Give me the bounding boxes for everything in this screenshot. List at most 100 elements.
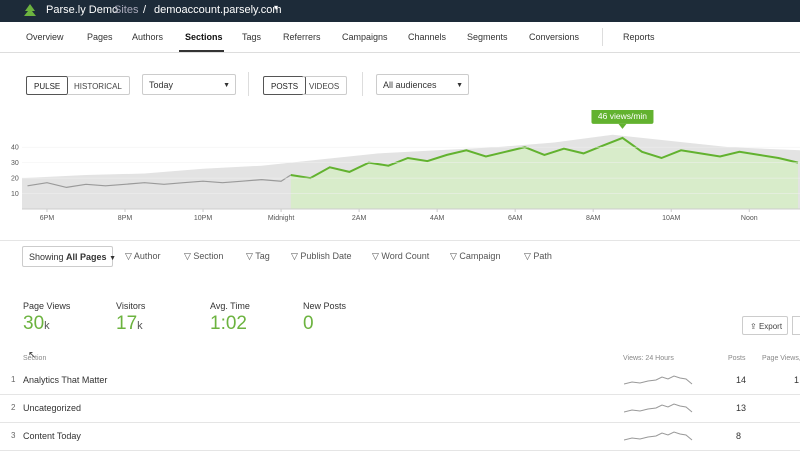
x-tick-label: 6AM xyxy=(508,215,523,222)
posts: 14 xyxy=(736,375,747,385)
row-border xyxy=(0,450,800,451)
top-bar: Parse.ly Demo Sites / demoaccount.parsel… xyxy=(0,0,800,22)
posts-btn[interactable]: POSTS xyxy=(263,76,307,95)
stat-label: Visitors xyxy=(116,301,146,311)
stat-number: 1:02 xyxy=(210,313,247,334)
nav-tab[interactable]: Channels xyxy=(408,32,447,42)
nav-tab[interactable]: Reports xyxy=(623,32,655,42)
annotation: 46 views/min xyxy=(598,111,647,121)
nav: Overview Pages Authors Sections Tags Referrer… xyxy=(0,22,800,53)
stat-value: 17k xyxy=(116,313,143,335)
y-tick-label: 20 xyxy=(11,176,19,183)
audience-select[interactable]: All audiences ▼ xyxy=(376,74,469,95)
audience: All audiences xyxy=(383,80,437,90)
period: Today xyxy=(149,80,174,90)
nav-tab[interactable]: Authors xyxy=(132,32,164,42)
posts: 8 xyxy=(736,431,742,441)
column-header: Section xyxy=(23,355,47,362)
cursor: ↖ xyxy=(28,350,37,361)
logo xyxy=(24,4,36,16)
showing-select[interactable]: Showing All Pages ▼ xyxy=(22,246,116,267)
nav-tab[interactable]: Conversions xyxy=(529,32,580,42)
x-tick-label: 4AM xyxy=(430,215,445,222)
stat-value: 0 xyxy=(303,313,314,335)
historical-btn[interactable]: HISTORICAL xyxy=(67,76,130,95)
sparkline xyxy=(624,375,693,385)
section-name[interactable]: Uncategorized xyxy=(23,403,82,413)
y-tick-label: 40 xyxy=(11,145,19,152)
videos-btn[interactable]: VIDEOS xyxy=(302,76,348,95)
pulse-btn[interactable]: PULSE xyxy=(26,76,69,95)
caret: ▾ xyxy=(274,3,279,12)
account[interactable]: demoaccount.parsely.com xyxy=(154,4,282,16)
pulse-chart: 10 20 30 40 6PM 8PM 10PM Midnight 2AM 4AM 6AM 8AM 10… xyxy=(11,110,800,222)
filter[interactable]: ▽ Tag xyxy=(246,251,270,261)
column-header: Posts xyxy=(728,355,746,362)
stat-number: 30 xyxy=(23,313,45,334)
stat-value: 30k xyxy=(23,313,50,335)
stat-number: 0 xyxy=(303,313,314,334)
column-header: Views: 24 Hours xyxy=(623,355,674,362)
rank: 1 xyxy=(11,375,16,384)
filter[interactable]: ▽ Campaign xyxy=(450,251,501,261)
sparkline xyxy=(624,431,693,441)
line-area xyxy=(290,137,799,209)
x-tick-label: 2AM xyxy=(352,215,367,222)
section-name[interactable]: Analytics That Matter xyxy=(23,375,108,385)
nav-tab[interactable]: Campaigns xyxy=(342,32,388,42)
y-tick-label: 30 xyxy=(11,160,19,167)
brand[interactable]: Parse.ly Demo xyxy=(46,4,119,16)
period-select[interactable]: Today ▼ xyxy=(142,74,236,95)
all-pages: All Pages xyxy=(66,252,107,262)
x-tick-label: 6PM xyxy=(40,215,55,222)
divider xyxy=(0,240,800,241)
filter[interactable]: ▽ Word Count xyxy=(372,251,430,261)
annotation-pointer xyxy=(618,123,627,129)
nav-tab[interactable]: Referrers xyxy=(283,32,321,42)
filter[interactable]: ▽ Author xyxy=(125,251,161,261)
stat-unit: k xyxy=(137,320,143,332)
sparkline xyxy=(624,403,693,413)
divider xyxy=(248,72,249,96)
filter[interactable]: ▽ Section xyxy=(184,251,224,261)
divider xyxy=(362,72,363,96)
nav-tab[interactable]: Tags xyxy=(242,32,262,42)
stat-label: Page Views xyxy=(23,301,71,311)
x-tick-label: Noon xyxy=(741,215,758,222)
filter[interactable]: ▽ Path xyxy=(524,251,552,261)
sep: / xyxy=(143,4,147,16)
rank: 3 xyxy=(11,431,16,440)
nav-tab[interactable]: Sections xyxy=(185,32,223,42)
x-tick-label: 8AM xyxy=(586,215,601,222)
posts: 13 xyxy=(736,403,747,413)
row-border xyxy=(0,394,800,395)
nav-tab[interactable]: Pages xyxy=(87,32,113,42)
line xyxy=(27,174,292,189)
stat-value: 1:02 xyxy=(210,313,247,335)
stat-label: Avg. Time xyxy=(210,301,250,311)
export-btn[interactable]: ⇪ Export xyxy=(742,316,788,335)
filter[interactable]: ▽ Publish Date xyxy=(291,251,352,261)
nav-tab[interactable]: Segments xyxy=(467,32,508,42)
nav-tab[interactable]: Overview xyxy=(26,32,64,42)
section-name[interactable]: Content Today xyxy=(23,431,81,441)
divider xyxy=(602,28,603,46)
x-tick-label: 10PM xyxy=(194,215,212,222)
active-underline xyxy=(179,50,224,52)
export: Export xyxy=(758,322,783,331)
x-tick-label: 10AM xyxy=(662,215,680,222)
column-header: Page Views, xyxy=(762,355,800,362)
x-tick-label: Midnight xyxy=(268,215,295,222)
sites[interactable]: Sites xyxy=(114,4,139,16)
rank: 2 xyxy=(11,403,16,412)
stat-number: 17 xyxy=(116,313,138,334)
line xyxy=(290,136,799,180)
stat-label: New Posts xyxy=(303,301,347,311)
annotation-box xyxy=(591,110,654,124)
row-border xyxy=(0,422,800,423)
showing: Showing xyxy=(29,252,64,262)
button-cut[interactable] xyxy=(792,316,800,335)
y-tick-label: 10 xyxy=(11,191,19,198)
page-views: 1 xyxy=(794,375,800,385)
